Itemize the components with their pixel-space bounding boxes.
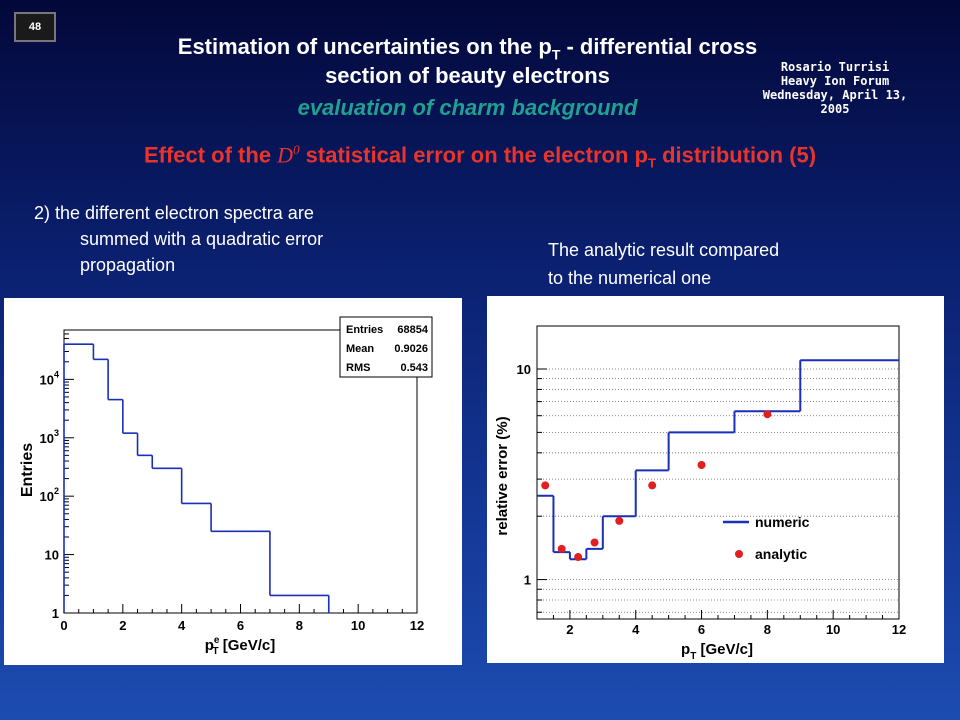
title-line2: section of beauty electrons [325, 63, 610, 88]
comparison-xlabel: pT [GeV/c] [681, 641, 753, 662]
comparison-xtick-label: 2 [566, 622, 573, 637]
title-subscript: T [551, 46, 561, 63]
heading-mid: statistical error on the electron p [299, 142, 648, 168]
title-line1-rest: - differential cross [560, 34, 758, 59]
legend-analytic-swatch [735, 550, 743, 558]
comparison-ytick-label: 10 [517, 362, 531, 377]
stats-label: Entries [346, 324, 383, 336]
comparison-xtick-label: 10 [826, 622, 840, 637]
heading-post: distribution (5) [655, 142, 817, 168]
comparison-xtick-label: 4 [632, 622, 640, 637]
comparison-xtick-label: 6 [698, 622, 705, 637]
histogram-xtick-label: 10 [351, 618, 365, 633]
analytic-point [648, 481, 657, 490]
comparison-xtick-label: 12 [892, 622, 906, 637]
stats-label: Mean [346, 343, 374, 355]
section-heading: Effect of the D0 statistical error on th… [0, 142, 960, 171]
stats-value: 0.543 [400, 362, 428, 374]
heading-pre: Effect of the [143, 142, 278, 168]
histogram-ylabel: Entries [19, 443, 36, 497]
histogram-xtick-label: 2 [119, 618, 126, 633]
heading-symbol: D [277, 142, 294, 168]
analytic-point [697, 461, 706, 470]
histogram-xtick-label: 4 [178, 618, 186, 633]
stats-value: 0.9026 [394, 343, 428, 355]
heading-sub: T [648, 155, 656, 171]
right-text-line1: The analytic result compared [548, 240, 780, 260]
speaker-date: Wednesday, April 13, 2005 [762, 88, 908, 116]
heading-symbol-sup: 0 [293, 142, 300, 157]
left-text-line2: summed with a quadratic error [80, 229, 324, 249]
histogram-ytick-label: 10 [45, 548, 59, 563]
analytic-point [574, 553, 583, 562]
comparison-panel: relative error (%) pT [GeV/c] 2 4 6 8 10 12 1… [487, 296, 944, 663]
slide-number: 48 [14, 12, 56, 42]
histogram-ytick-label: 102 [40, 486, 59, 504]
speaker-info: Rosario Turrisi Heavy Ion Forum Wednesda… [752, 60, 918, 116]
speaker-event: Heavy Ion Forum [780, 74, 890, 88]
legend-numeric-label: numeric [755, 514, 810, 530]
analytic-point [557, 544, 566, 553]
right-text-line2: to the numerical one [548, 268, 712, 288]
legend-analytic-label: analytic [755, 546, 807, 562]
histogram-xtick-label: 0 [60, 618, 67, 633]
comparison-ylabel: relative error (%) [494, 416, 511, 535]
title-line1: Estimation of uncertainties on the p [177, 34, 552, 59]
stats-label: RMS [346, 362, 370, 374]
histogram-chart: Entries pe T [GeV/c] 0 2 4 6 8 10 12 1 10 102 103 1… [19, 316, 433, 657]
stats-value: 68854 [397, 324, 428, 336]
histogram-panel: Entries pe T [GeV/c] 0 2 4 6 8 10 12 1 10 102 103 1… [4, 298, 462, 665]
left-description: 2) the different electron spectra are su… [34, 200, 434, 278]
stats-box: Entries 68854 Mean 0.9026 RMS 0.543 [339, 316, 433, 378]
comparison-chart: relative error (%) pT [GeV/c] 2 4 6 8 10 12 1… [494, 325, 906, 662]
histogram-xtick-label: 8 [296, 618, 303, 633]
slide-subtitle: evaluation of charm background [297, 95, 638, 120]
histogram-ytick-label: 1 [52, 606, 59, 621]
histogram-xlabel: pe T [GeV/c] [205, 635, 276, 657]
left-text-line1: 2) the different electron spectra are [34, 203, 314, 223]
histogram-xtick-label: 12 [410, 618, 424, 633]
comparison-xtick-label: 8 [764, 622, 771, 637]
left-text-line3: propagation [80, 255, 176, 275]
comparison-legend: numeric analytic [723, 514, 810, 562]
right-description: The analytic result compared to the nume… [548, 236, 878, 292]
histogram-ytick-label: 104 [40, 369, 59, 387]
analytic-point [763, 410, 772, 419]
analytic-point [541, 481, 550, 490]
analytic-point [615, 516, 624, 525]
histogram-ytick-label: 103 [40, 428, 59, 446]
slide-title: Estimation of uncertainties on the pT - … [60, 32, 875, 69]
comparison-ytick-label: 1 [524, 573, 531, 588]
analytic-point [590, 538, 599, 547]
speaker-name: Rosario Turrisi [780, 60, 890, 74]
comparison-frame [536, 325, 900, 620]
histogram-xtick-label: 6 [237, 618, 244, 633]
